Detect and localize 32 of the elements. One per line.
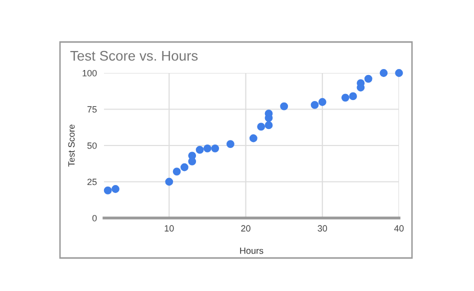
point bbox=[180, 163, 188, 172]
point bbox=[172, 168, 181, 176]
point bbox=[211, 144, 220, 152]
chart-title: Test Score vs. Hours bbox=[70, 50, 198, 61]
x-tick-label: 20 bbox=[241, 225, 250, 232]
point bbox=[249, 134, 258, 142]
point bbox=[349, 92, 357, 100]
point bbox=[196, 146, 204, 154]
y-tick-label: 0 bbox=[92, 214, 97, 222]
point bbox=[310, 100, 319, 109]
point bbox=[280, 102, 288, 110]
point bbox=[380, 69, 388, 77]
x-tick-label: 40 bbox=[394, 225, 404, 232]
x-tick-label: 30 bbox=[318, 225, 328, 232]
point bbox=[364, 74, 372, 83]
y-tick-label: 75 bbox=[87, 106, 97, 113]
y-tick-label: 25 bbox=[87, 178, 97, 186]
point bbox=[257, 122, 266, 131]
y-axis-title: Test Score bbox=[68, 124, 75, 167]
point bbox=[203, 144, 212, 152]
x-axis-title: Hours bbox=[240, 248, 264, 254]
point bbox=[165, 178, 174, 186]
point bbox=[395, 69, 403, 77]
x-tick-label: 10 bbox=[164, 225, 174, 232]
y-tick-label: 50 bbox=[87, 142, 97, 149]
point bbox=[264, 121, 273, 130]
point bbox=[341, 94, 350, 102]
y-tick-label: 100 bbox=[82, 70, 97, 76]
point bbox=[104, 186, 112, 194]
point bbox=[226, 140, 234, 148]
point bbox=[112, 185, 120, 193]
point bbox=[318, 98, 326, 106]
